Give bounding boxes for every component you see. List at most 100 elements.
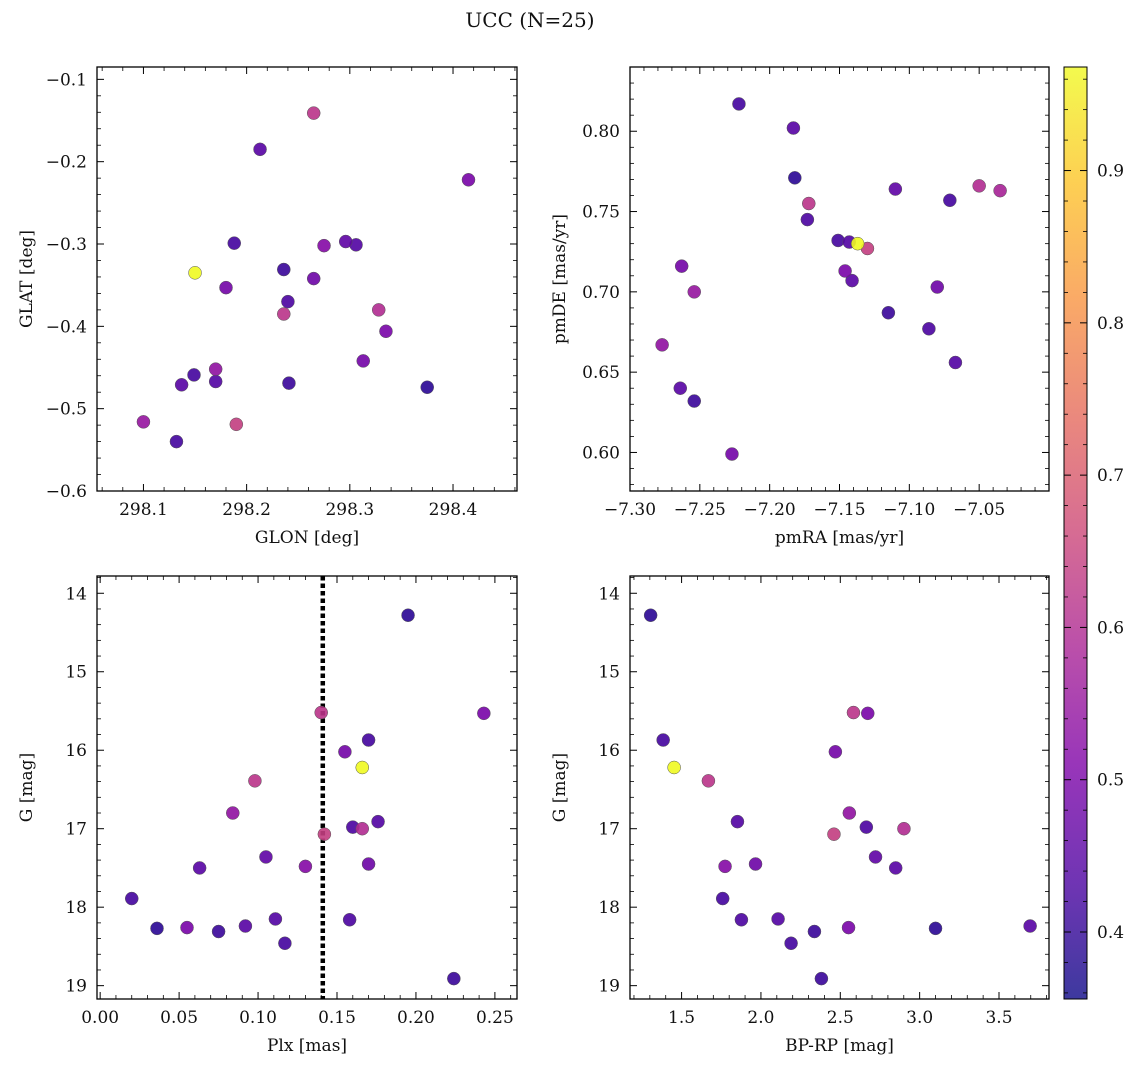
y-tick-label: 14 [65,584,87,604]
scatter-point [673,381,688,395]
y-tick-label: 16 [65,741,87,761]
scatter-point [788,171,802,185]
scatter-point [687,394,701,408]
scatter-point [420,380,434,395]
scatter-point [447,971,461,986]
colorbar: 0.4 0.5 0.6 0.7 0.8 0.9 [1063,66,1124,1000]
x-tick-label: −7.05 [953,500,1005,520]
scatter-point [786,121,801,135]
y-tick-label: 18 [598,898,620,918]
x-tick-label: 0.15 [318,1008,356,1028]
x-axis-label: Plx [mas] [267,1036,347,1056]
scatter-point [278,936,292,951]
scatter-point [687,285,701,299]
colorbar-gradient [1063,66,1088,1000]
scatter-point [972,179,986,193]
scatter-point [208,374,223,389]
y-tick-label: 0.70 [582,283,620,303]
y-axis-label: pmDE [mas/yr] [550,214,570,344]
scatter-point [784,936,798,951]
y-tick-label: 0.80 [582,122,620,142]
scatter-point [379,324,393,339]
scatter-point [371,303,386,317]
scatter-point [371,814,385,829]
scatter-point [342,912,357,927]
scatter-point [211,924,226,939]
scatter-point [208,362,223,376]
scatter-point [253,142,267,157]
scatter-point [338,745,352,759]
scatter-point [259,850,273,864]
scatter-point [922,322,936,336]
scatter-point [861,706,875,721]
x-tick-label: −7.25 [674,500,726,520]
scatter-point [655,338,669,352]
y-tick-label: −0.6 [46,482,87,502]
x-axis-label: GLON [deg] [255,528,359,548]
scatter-point [748,857,763,871]
x-tick-label: 2.0 [747,1008,774,1028]
scatter-point [701,774,716,788]
scatter-point [306,106,321,120]
scatter-point [268,912,283,926]
figure-title: UCC (N=25) [465,8,594,32]
scatter-point [838,264,852,278]
scatter-point [361,857,376,871]
scatter-point [868,850,883,864]
scatter-point [928,921,943,936]
scatter-point [734,912,749,927]
colorbar-tick-label: 0.6 [1097,618,1124,638]
x-tick-label: 298.2 [222,500,271,520]
scatter-point [827,827,841,841]
scatter-point [930,280,945,294]
scatter-point [771,912,785,926]
scatter-point [188,266,202,280]
scatter-point [846,705,861,720]
scatter-point [306,271,321,286]
scatter-point [674,259,689,273]
scatter-point [715,891,730,906]
colorbar-tick-label: 0.9 [1097,162,1124,182]
scatter-point [845,273,859,288]
x-tick-label: 0.00 [81,1008,119,1028]
scatter-point [281,294,295,309]
x-tick-label: −7.30 [604,500,656,520]
colorbar-tick-label: 0.5 [1097,771,1124,791]
x-axis-label: pmRA [mas/yr] [775,528,904,548]
scatter-point [667,760,681,775]
y-tick-label: 19 [65,977,87,997]
scatter-point [219,280,233,295]
panels: 298.1 298.2 298.3 298.4 −0.6 −0.5 −0.4 −0.3 −0.2… [17,66,1050,1056]
y-tick-label: 17 [598,820,620,840]
x-tick-label: 298.1 [119,500,168,520]
scatter-point [361,733,376,747]
x-tick-label: 0.25 [476,1008,514,1028]
scatter-point [888,861,903,875]
scatter-point [355,760,370,775]
axes-frame [629,66,1050,492]
y-tick-label: 18 [65,898,87,918]
scatter-point [1023,919,1037,933]
y-tick-label: 15 [598,663,620,683]
colorbar-tick-label: 0.4 [1097,923,1124,943]
scatter-point [943,193,957,208]
scatter-point [317,238,331,253]
scatter-point [227,236,241,250]
scatter-point [842,806,857,820]
x-tick-label: −7.15 [813,500,865,520]
scatter-point [136,415,151,429]
x-tick-label: −7.20 [744,500,796,520]
panel-plx: 0.00 0.05 0.10 0.15 0.20 0.25 14 15 16 17 18 19 Plx … [17,575,518,1056]
scatter-point [461,173,476,187]
scatter-point [859,820,874,834]
scatter-point [226,806,240,820]
scatter-point [355,821,370,836]
scatter-point [725,447,739,461]
scatter-point [248,774,262,788]
scatter-point [802,196,816,211]
scatter-point [277,262,291,277]
scatter-point [282,376,296,390]
scatter-point [807,924,822,939]
colorbar-tick-label: 0.8 [1097,314,1124,334]
scatter-point [192,861,207,875]
